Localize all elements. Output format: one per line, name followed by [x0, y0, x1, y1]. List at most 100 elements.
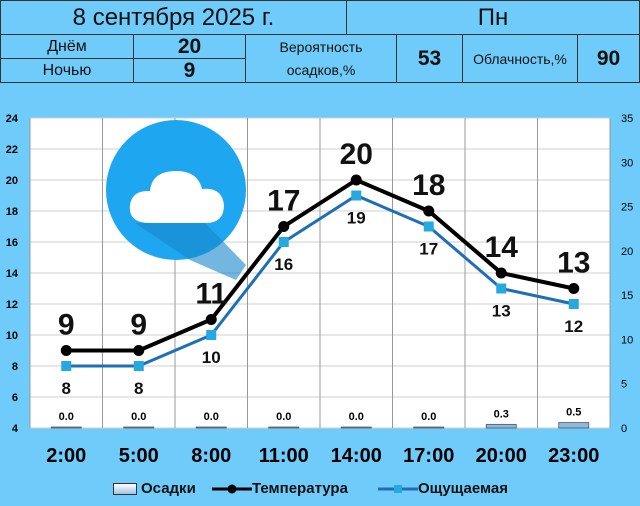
legend-precip: Осадки	[113, 480, 196, 497]
precip-label: 0.0	[276, 411, 291, 423]
precip-bar	[558, 422, 590, 429]
y-tick-left: 16	[6, 237, 18, 249]
temp-point	[278, 221, 290, 232]
y-tick-left: 10	[6, 330, 18, 342]
legend-precip-label: Осадки	[141, 480, 196, 497]
y-tick-left: 18	[6, 206, 18, 218]
y-tick-left: 4	[12, 423, 19, 435]
precip-label: 0.0	[204, 411, 219, 423]
axis-ticks: 4 6 8 10 12 14 16 18 20 22 24 0 5 10 15 20 25 30 35 2:00 5:0…	[6, 113, 634, 467]
feels-point	[61, 361, 72, 371]
precip-bar	[123, 426, 155, 429]
temp-label: 11	[195, 278, 227, 311]
y-tick-right: 15	[621, 290, 633, 302]
temp-point	[205, 314, 217, 325]
precip-label: 0.0	[59, 411, 74, 423]
feels-point	[133, 361, 144, 371]
feels-label: 17	[419, 240, 438, 259]
feels-point	[278, 237, 289, 247]
legend-feels-swatch	[378, 484, 418, 493]
precip-probability-label: Вероятность осадков,%	[245, 34, 397, 83]
y-tick-right: 0	[621, 423, 627, 435]
weekday-title: Пн	[346, 0, 640, 35]
temp-line	[66, 177, 575, 353]
temp-label: 13	[557, 247, 590, 280]
y-tick-right: 10	[621, 334, 633, 346]
legend-feels-label: Ощущаемая	[418, 480, 508, 497]
feels-point	[206, 330, 217, 340]
y-tick-left: 8	[12, 361, 18, 373]
day-temp-value: 20	[133, 34, 246, 59]
precip-label: 0.0	[349, 411, 364, 423]
legend-temp-label: Температура	[252, 480, 348, 497]
y-tick-left: 24	[6, 113, 19, 125]
temp-point	[133, 345, 145, 356]
legend: Осадки Температура Ощущаемая	[0, 480, 640, 502]
lines: 8 8 10 16 19 17 13 12 9 9 11 17 20 18 14 13	[58, 138, 591, 398]
feels-label: 16	[274, 255, 293, 274]
temp-point	[350, 174, 362, 186]
legend-temp: Температура	[212, 480, 348, 497]
feels-label: 12	[564, 317, 583, 336]
cloudiness-value: 90	[577, 34, 640, 83]
feels-point	[496, 283, 507, 294]
temp-point	[423, 205, 435, 217]
precip-bar	[340, 426, 372, 429]
y-tick-left: 14	[6, 268, 19, 280]
precip-bars: 0.0 0.0 0.0 0.0 0.0 0.0 0.3 0.5	[50, 407, 590, 429]
y-tick-right: 35	[621, 113, 633, 125]
feels-label: 13	[492, 302, 511, 321]
feels-label: 8	[62, 379, 71, 398]
feels-label: 19	[347, 209, 366, 228]
x-tick: 14:00	[331, 445, 382, 467]
temp-point	[568, 283, 580, 294]
date-title: 8 сентября 2025 г.	[0, 0, 347, 35]
x-tick: 11:00	[259, 445, 309, 467]
cloudiness-label: Облачность,%	[462, 34, 578, 83]
cloud-icon	[106, 120, 246, 280]
temp-label: 9	[58, 309, 75, 342]
precip-bar	[195, 426, 227, 429]
x-tick: 23:00	[548, 445, 599, 467]
feels-line	[66, 193, 575, 368]
feels-label: 8	[134, 379, 143, 398]
y-tick-right: 25	[621, 202, 633, 214]
y-tick-right: 20	[621, 246, 633, 258]
temp-label: 20	[340, 138, 373, 171]
feels-point	[423, 221, 434, 232]
precip-label: 0.0	[421, 411, 436, 423]
temp-point	[495, 267, 507, 279]
y-tick-left: 12	[6, 299, 18, 311]
precip-bar	[50, 426, 82, 429]
legend-precip-swatch	[113, 482, 137, 495]
x-tick: 8:00	[191, 445, 231, 467]
feels-label: 10	[202, 348, 221, 367]
x-tick: 17:00	[403, 445, 454, 467]
temp-label: 18	[412, 169, 445, 202]
precip-label: 0.5	[566, 407, 581, 419]
x-tick: 2:00	[46, 445, 86, 467]
temp-label: 14	[485, 231, 519, 264]
weather-chart: 0.0 0.0 0.0 0.0 0.0 0.0 0.3 0.5 8 8 10 16 19 17 13 12 9…	[6, 113, 634, 467]
feels-point	[568, 299, 579, 309]
precip-label: 0.3	[494, 408, 509, 420]
precip-bar	[485, 423, 517, 429]
night-temp-value: 9	[133, 58, 246, 83]
legend-temp-swatch	[212, 484, 252, 493]
x-tick: 5:00	[119, 445, 159, 467]
temp-label: 9	[130, 309, 147, 342]
y-tick-right: 5	[621, 379, 627, 391]
precip-probability-value: 53	[396, 34, 463, 83]
precip-label: 0.0	[131, 411, 146, 423]
temp-label: 17	[267, 185, 300, 218]
temp-point	[60, 345, 72, 356]
y-tick-right: 30	[621, 157, 633, 169]
legend-feels: Ощущаемая	[378, 480, 508, 497]
y-tick-left: 6	[12, 392, 18, 404]
feels-point	[351, 190, 362, 201]
night-label: Ночью	[0, 58, 134, 83]
precip-bar	[268, 426, 300, 429]
x-tick: 20:00	[476, 445, 527, 467]
precip-bar	[413, 426, 445, 429]
y-tick-left: 20	[6, 175, 18, 187]
